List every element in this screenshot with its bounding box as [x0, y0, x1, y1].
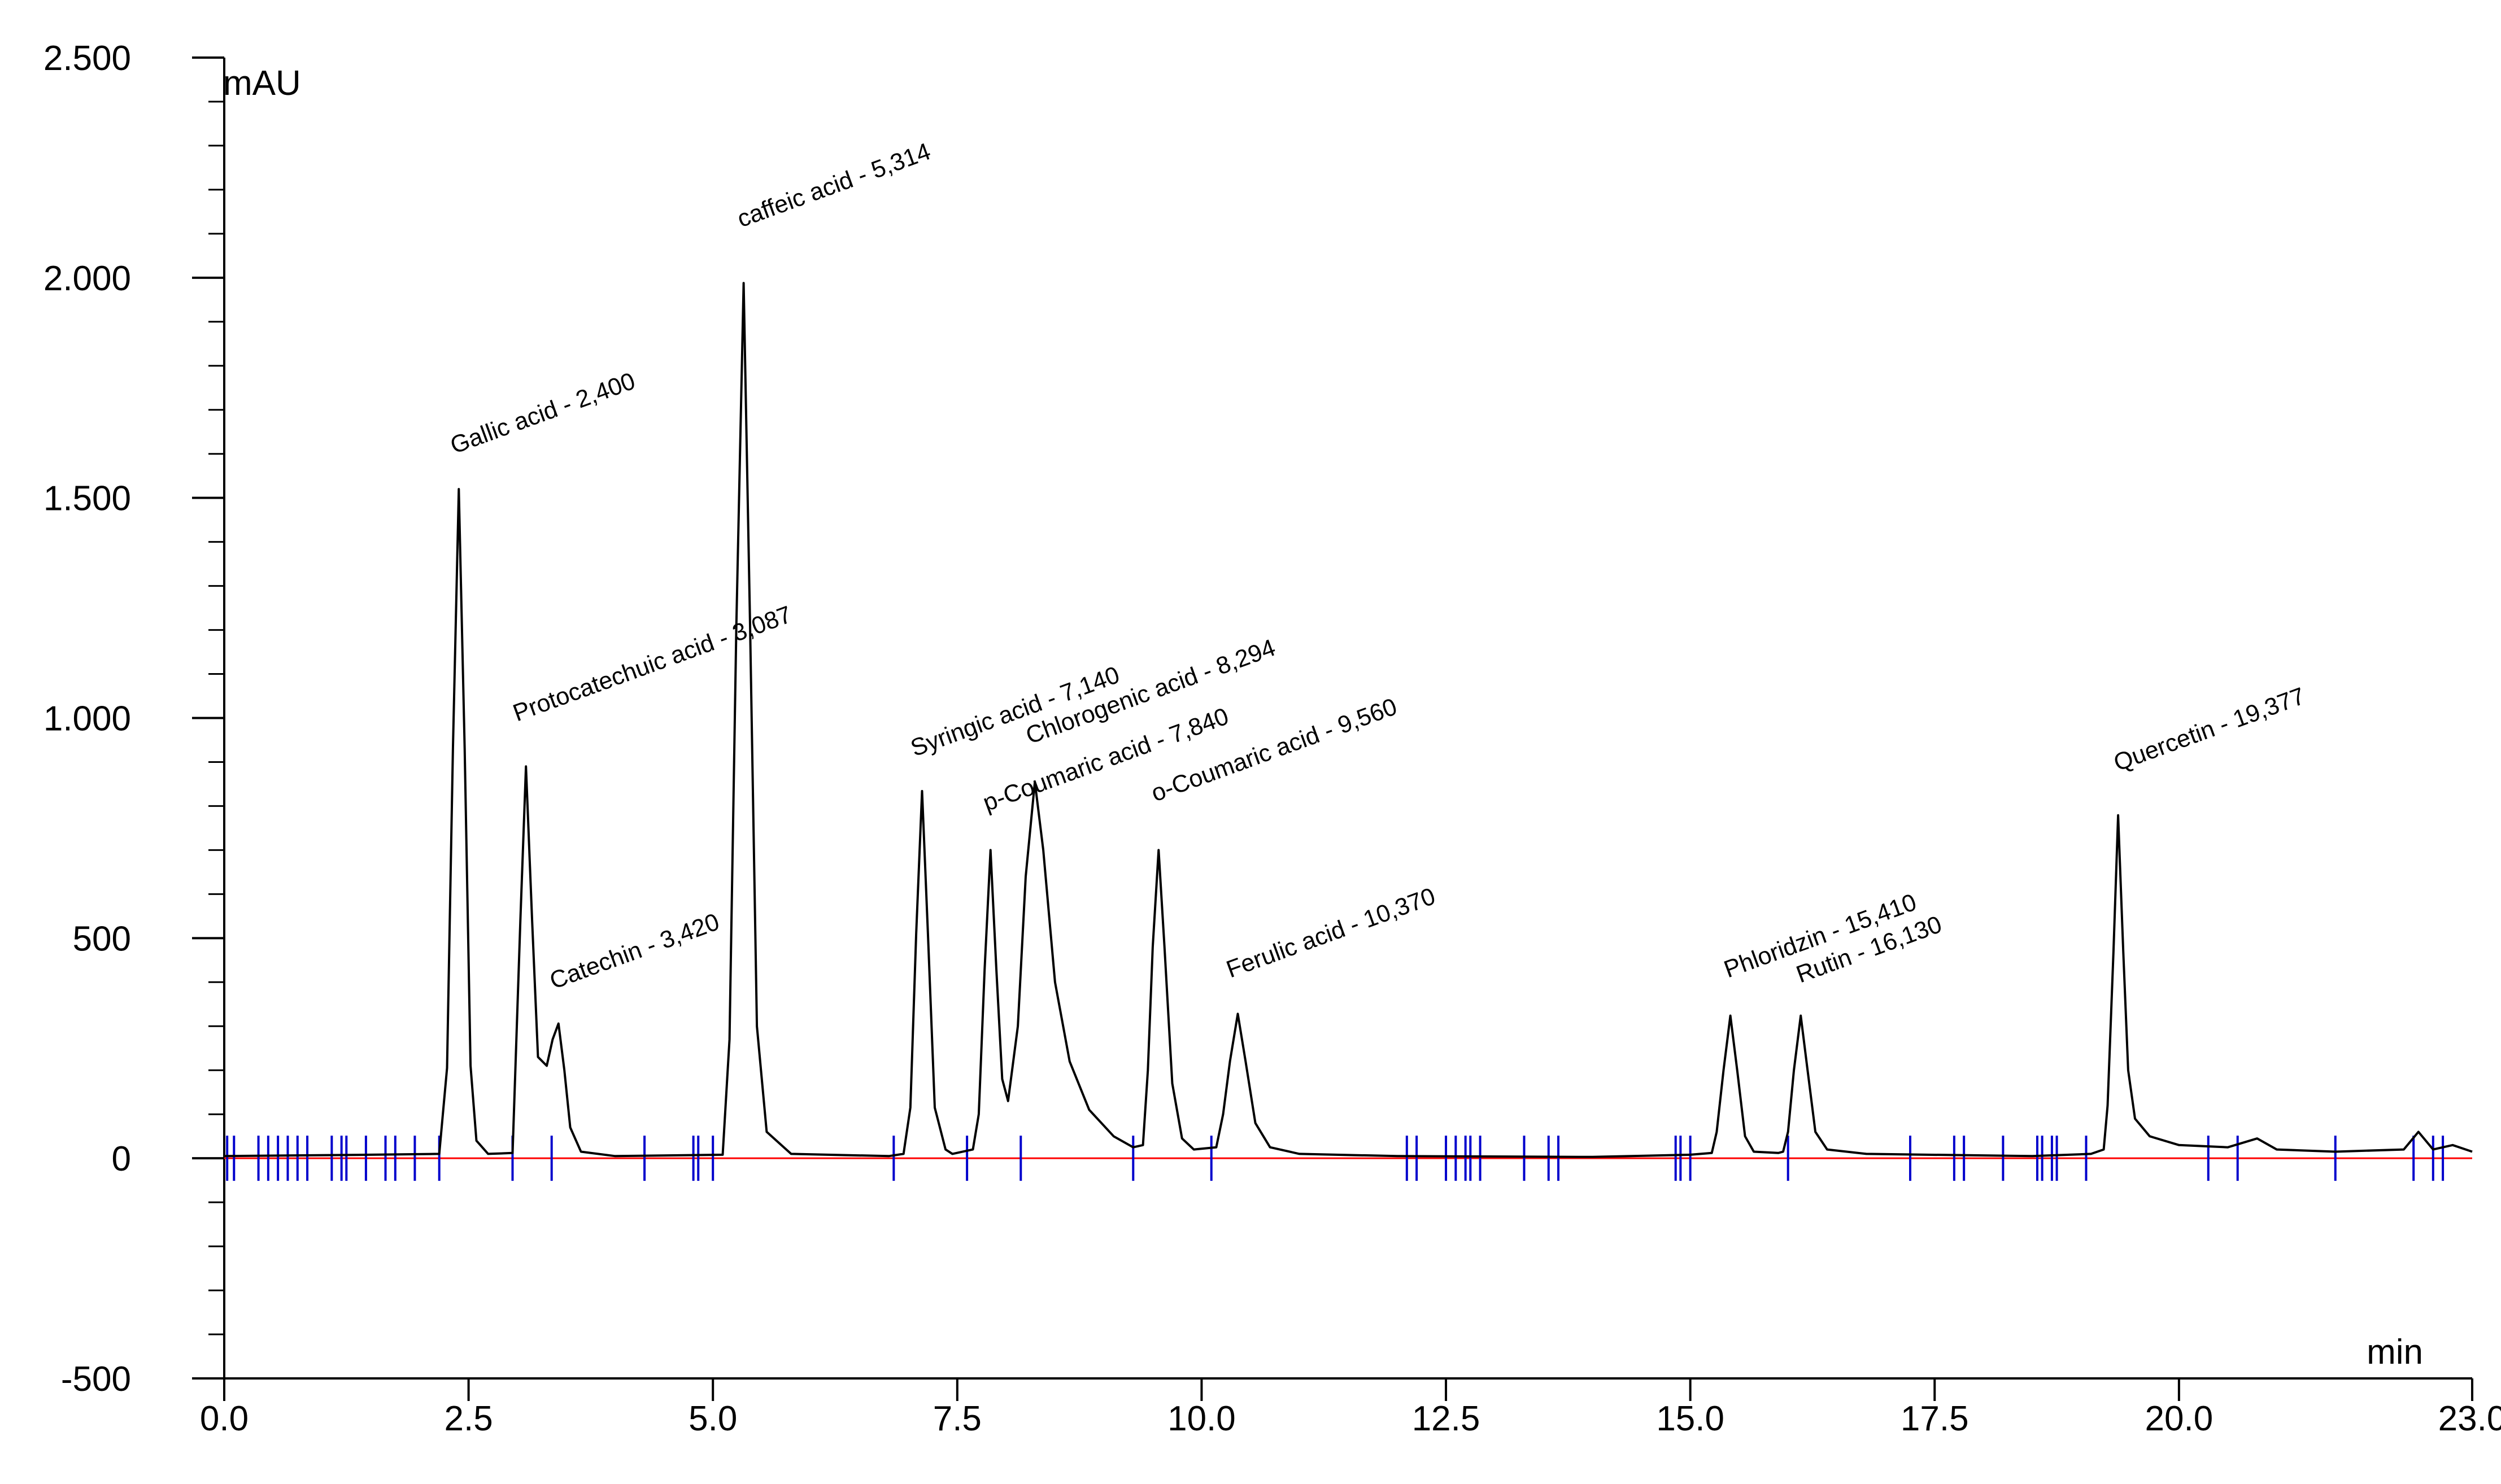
peak-label: o-Coumaric acid - 9,560	[1148, 693, 1401, 807]
x-tick-label: 12.5	[1412, 1399, 1480, 1438]
x-tick-label: 5.0	[689, 1399, 737, 1438]
x-tick-label: 0.0	[200, 1399, 249, 1438]
y-tick-label: 2.500	[43, 39, 131, 78]
peak-label: Quercetin - 19,377	[2110, 682, 2308, 776]
y-tick-label: 1.000	[43, 700, 131, 739]
x-tick-label: 7.5	[933, 1399, 982, 1438]
x-tick-label: 10.0	[1167, 1399, 1236, 1438]
y-tick-label: 0	[112, 1140, 131, 1179]
y-tick-label: -500	[61, 1360, 131, 1399]
x-axis-label: min	[2367, 1333, 2423, 1372]
x-tick-label: 2.5	[445, 1399, 493, 1438]
trace	[224, 282, 2473, 1158]
peak-label: Gallic acid - 2,400	[447, 368, 639, 460]
y-tick-label: 2.000	[43, 259, 131, 298]
y-axis-label: mAU	[223, 64, 301, 103]
y-tick-label: 1.500	[43, 479, 131, 518]
peak-label: Ferulic acid - 10,370	[1223, 883, 1439, 983]
peak-label: caffeic acid - 5,314	[734, 138, 934, 233]
peak-label: Catechin - 3,420	[546, 908, 723, 994]
x-tick-label: 20.0	[2145, 1399, 2214, 1438]
y-tick-label: 500	[73, 919, 131, 958]
x-tick-label: 17.5	[1901, 1399, 1969, 1438]
x-tick-label: 23.0	[2438, 1399, 2501, 1438]
x-tick-label: 15.0	[1656, 1399, 1724, 1438]
